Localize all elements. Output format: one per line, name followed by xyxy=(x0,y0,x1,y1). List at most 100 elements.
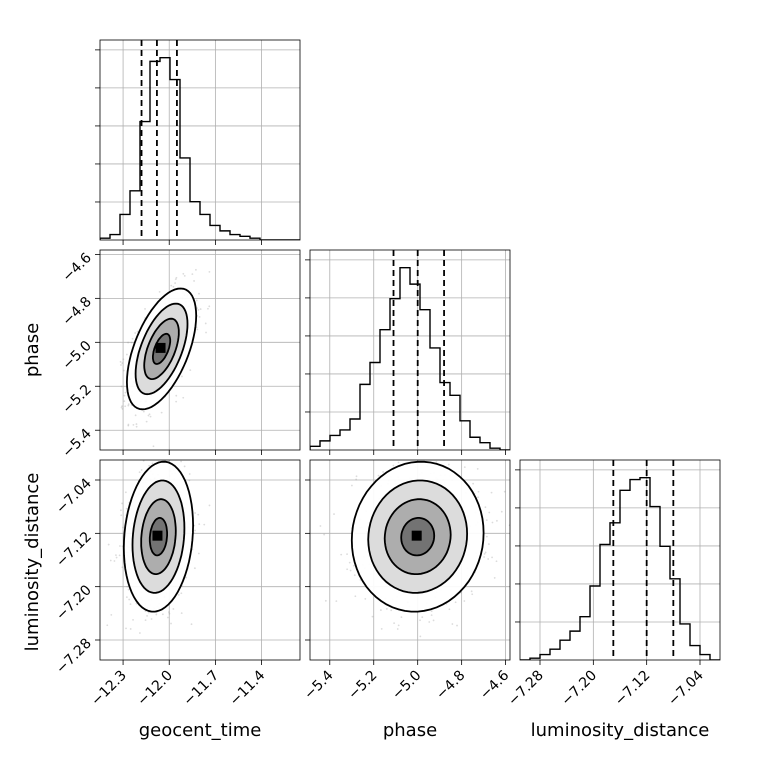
scatter-point xyxy=(471,593,474,596)
panel-luminosity_distance-vs-geocent_time: −12.3 −12.0 −11.7 −11.4 −7.28 −7.20 −7.12 −7.04 xyxy=(53,442,301,710)
scatter-point xyxy=(491,521,494,524)
scatter-point xyxy=(382,471,385,473)
scatter-point xyxy=(182,272,185,275)
contour-line xyxy=(383,498,452,575)
scatter-point xyxy=(197,513,200,516)
panel-geocent_time-vs-geocent_time xyxy=(95,39,301,245)
scatter-point xyxy=(333,513,335,515)
scatter-point xyxy=(145,420,148,423)
panel-phase-vs-phase xyxy=(305,249,511,455)
scatter-point xyxy=(175,442,177,444)
tick-label-x-phase: −5.4 xyxy=(301,667,336,702)
scatter-point xyxy=(155,613,158,616)
tick-label-x-geocent_time: −12.0 xyxy=(134,668,176,710)
scatter-point xyxy=(106,624,109,627)
tick-label-x-luminosity_distance: −7.28 xyxy=(505,668,547,710)
scatter-point xyxy=(485,519,488,522)
scatter-point xyxy=(175,400,178,403)
scatter-point xyxy=(187,243,189,245)
tick-label-x-luminosity_distance: −7.04 xyxy=(665,667,707,709)
scatter-point xyxy=(495,560,498,563)
scatter-point xyxy=(193,567,196,570)
tick-label-x-geocent_time: −11.7 xyxy=(181,668,223,710)
scatter-point xyxy=(134,332,137,334)
scatter-point xyxy=(385,608,388,610)
scatter-point xyxy=(148,464,151,467)
scatter-point xyxy=(432,619,435,622)
scatter-point xyxy=(135,602,138,605)
panel-frame xyxy=(99,459,301,661)
scatter-point xyxy=(177,593,180,596)
scatter-point xyxy=(142,410,145,413)
scatter-point xyxy=(426,447,428,449)
scatter-point xyxy=(180,460,182,463)
scatter-point xyxy=(121,408,124,410)
scatter-point xyxy=(194,512,196,514)
scatter-point xyxy=(118,545,121,547)
scatter-point xyxy=(476,467,479,470)
scatter-point xyxy=(120,364,122,366)
scatter-geocent_time-luminosity_distance xyxy=(106,442,211,634)
scatter-point xyxy=(188,479,191,482)
scatter-point xyxy=(527,454,529,456)
tick-label-x-phase: −4.8 xyxy=(433,668,468,703)
scatter-point xyxy=(369,456,371,458)
axis-label-x-luminosity_distance: luminosity_distance xyxy=(531,720,710,741)
scatter-point xyxy=(134,414,137,417)
axis-label-x-geocent_time: geocent_time xyxy=(139,720,262,741)
scatter-point xyxy=(120,509,122,512)
scatter-point xyxy=(193,280,195,282)
tick-label-x-phase: −5.0 xyxy=(389,668,424,703)
scatter-point xyxy=(183,465,186,468)
scatter-point xyxy=(335,600,338,603)
scatter-point xyxy=(121,566,124,569)
scatter-point xyxy=(199,308,202,310)
scatter-point xyxy=(483,553,486,555)
scatter-point xyxy=(175,394,178,397)
density-peak xyxy=(155,342,166,353)
axis-label-x-phase: phase xyxy=(383,720,437,741)
scatter-point xyxy=(160,456,162,458)
scatter-point xyxy=(346,568,349,571)
scatter-point xyxy=(380,628,383,630)
scatter-point xyxy=(126,585,129,588)
scatter-point xyxy=(180,612,183,614)
scatter-point xyxy=(396,628,399,630)
scatter-point xyxy=(118,554,121,557)
scatter-point xyxy=(435,461,438,463)
scatter-point xyxy=(125,627,127,630)
scatter-point xyxy=(393,622,396,624)
scatter-point xyxy=(208,504,211,507)
scatter-point xyxy=(463,466,466,469)
contour-line xyxy=(350,460,485,613)
scatter-point xyxy=(125,353,128,356)
density-peak xyxy=(411,530,422,541)
scatter-point xyxy=(124,491,127,494)
tick-label-y-phase: −5.4 xyxy=(59,426,94,461)
scatter-point xyxy=(125,596,128,599)
scatter-point xyxy=(161,453,163,455)
panel-frame xyxy=(99,249,301,451)
tick-label-x-luminosity_distance: −7.20 xyxy=(559,668,601,710)
scatter-point xyxy=(324,599,327,602)
scatter-point xyxy=(491,556,493,559)
scatter-point xyxy=(172,608,175,610)
scatter-point xyxy=(485,535,488,538)
scatter-point xyxy=(119,360,122,363)
scatter-point xyxy=(168,612,171,615)
scatter-point xyxy=(123,394,126,397)
scatter-point xyxy=(190,623,193,626)
panel-frame xyxy=(309,249,511,451)
scatter-point xyxy=(346,553,348,556)
scatter-point xyxy=(421,616,424,619)
density-peak xyxy=(152,530,163,541)
scatter-point xyxy=(152,445,155,448)
scatter-point xyxy=(122,526,124,529)
scatter-point xyxy=(96,399,98,401)
tick-label-y-luminosity_distance: −7.04 xyxy=(53,475,95,517)
scatter-point xyxy=(148,413,151,416)
panel-luminosity_distance-vs-luminosity_distance: −7.28 −7.20 −7.12 −7.04 xyxy=(505,459,721,710)
scatter-point xyxy=(136,330,139,333)
scatter-point xyxy=(194,529,196,532)
